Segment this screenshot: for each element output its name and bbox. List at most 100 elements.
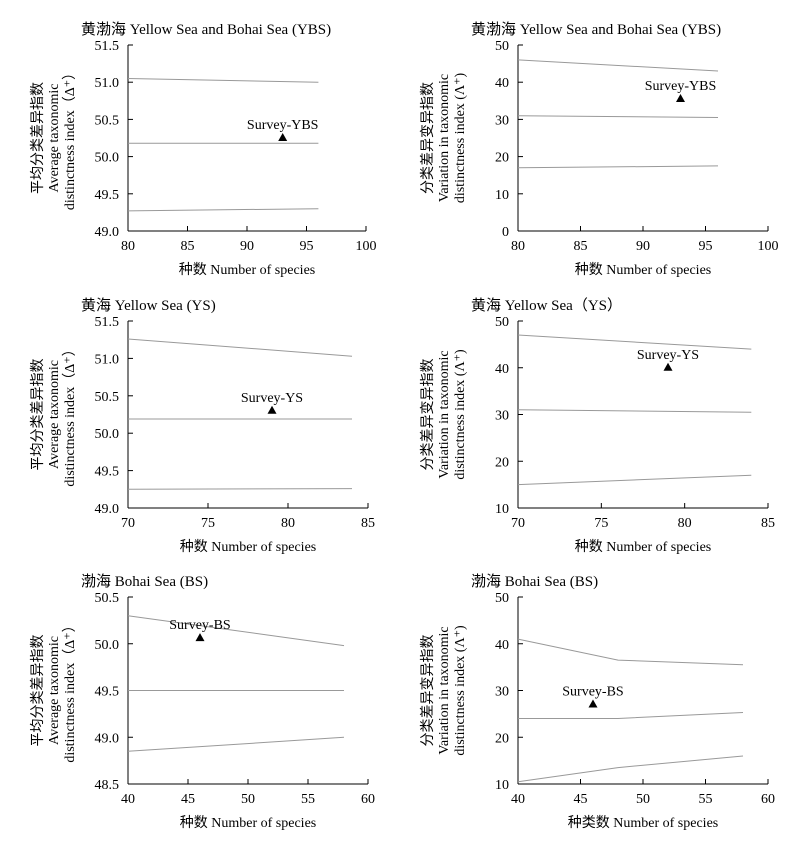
survey-label: Survey-YS (637, 348, 699, 363)
x-tick-label: 85 (361, 516, 375, 531)
series-line-1 (517, 334, 752, 350)
y-axis-title-line: Variation in taxonomic (437, 350, 452, 478)
y-tick-label: 10 (495, 502, 509, 517)
series-line-3 (127, 488, 353, 490)
y-tick-label: 49.5 (95, 685, 120, 700)
y-tick-label: 50.5 (95, 390, 120, 405)
chart-title: 黄渤海 Yellow Sea and Bohai Sea (YBS) (81, 21, 331, 38)
x-tick-label: 100 (356, 239, 377, 254)
y-tick-label: 20 (495, 151, 509, 166)
x-tick-label: 80 (678, 516, 692, 531)
series-line-1 (127, 615, 345, 647)
y-tick-label: 30 (495, 113, 509, 128)
y-tick-label: 50 (495, 315, 509, 330)
y-axis-title-line: Average taxonomic (47, 84, 62, 193)
y-tick-label: 51.0 (95, 352, 120, 367)
y-axis-title-line: 平均分类差异指数 (30, 82, 46, 194)
x-tick-label: 70 (511, 516, 525, 531)
x-tick-label: 40 (511, 792, 525, 807)
chart-panel-4: 黄海 Yellow Sea（YS） 70 75 80 85 10 20 30 40 50 种数 Nu… (420, 297, 775, 555)
y-tick-label: 49.5 (95, 465, 120, 480)
x-tick-label: 50 (241, 792, 255, 807)
survey-marker (278, 133, 288, 141)
y-tick-label: 0 (502, 225, 509, 240)
y-tick-label: 49.0 (95, 502, 120, 517)
x-tick-label: 95 (300, 239, 314, 254)
y-tick-label: 51.0 (95, 76, 120, 91)
chart-panel-1: 黄渤海 Yellow Sea and Bohai Sea (YBS) 80 85 90… (30, 21, 377, 278)
x-tick-label: 100 (758, 239, 779, 254)
y-tick-label: 40 (495, 362, 509, 377)
series-line-3 (127, 208, 319, 212)
y-axis-title-line: 分类差异变异指数 (420, 635, 436, 747)
y-tick-label: 10 (495, 778, 509, 793)
survey-marker (588, 699, 598, 708)
survey-marker (195, 633, 205, 642)
x-tick-label: 90 (240, 239, 254, 254)
y-axis-title-line: distinctness index（Δ⁺） (62, 342, 78, 486)
chart-title: 渤海 Bohai Sea (BS) (81, 573, 208, 590)
y-tick-label: 50 (495, 39, 509, 54)
series-line-2 (518, 712, 744, 719)
y-tick-label: 50.5 (95, 113, 120, 128)
series-line-2 (517, 409, 752, 413)
y-tick-label: 48.5 (95, 778, 120, 793)
series-line-2 (517, 115, 719, 118)
y-tick-label: 50.0 (95, 151, 120, 166)
series-line-3 (127, 736, 345, 752)
chart-title: 渤海 Bohai Sea (BS) (471, 573, 598, 590)
series-line-1 (127, 78, 319, 83)
series-line-3 (517, 755, 744, 783)
chart-title: 黄渤海 Yellow Sea and Bohai Sea (YBS) (471, 21, 721, 38)
series-line-1 (517, 638, 744, 666)
series-line-3 (517, 165, 719, 169)
x-tick-label: 75 (201, 516, 215, 531)
survey-marker (663, 362, 673, 371)
y-tick-label: 49.5 (95, 188, 120, 203)
y-axis-title-line: 平均分类差异指数 (30, 635, 46, 747)
y-axis-title-line: 分类差异变异指数 (420, 82, 436, 194)
y-tick-label: 40 (495, 638, 509, 653)
y-tick-label: 49.0 (95, 225, 120, 240)
x-tick-label: 85 (574, 239, 588, 254)
y-tick-label: 50.5 (95, 591, 120, 606)
y-axis-title-line: Average taxonomic (47, 360, 62, 469)
x-tick-label: 80 (121, 239, 135, 254)
y-tick-label: 20 (495, 731, 509, 746)
y-tick-label: 49.0 (95, 731, 120, 746)
survey-label: Survey-BS (562, 685, 623, 700)
x-axis-title: 种数 Number of species (575, 539, 711, 555)
y-tick-label: 30 (495, 685, 509, 700)
survey-label: Survey-YS (241, 391, 303, 406)
survey-label: Survey-YBS (645, 79, 717, 94)
x-tick-label: 95 (699, 239, 713, 254)
x-tick-label: 90 (636, 239, 650, 254)
x-axis-title: 种数 Number of species (180, 539, 316, 555)
y-axis-title-line: distinctness index（Δ⁺） (62, 618, 78, 762)
x-tick-label: 60 (761, 792, 775, 807)
y-axis-title-line: 平均分类差异指数 (30, 359, 46, 471)
y-axis-title-line: distinctness index (Λ⁺) (453, 625, 468, 756)
y-axis-title-line: distinctness index (Λ⁺) (453, 73, 468, 204)
x-tick-label: 55 (699, 792, 713, 807)
chart-panel-6: 渤海 Bohai Sea (BS) 40 45 50 55 60 10 20 30 40 50 种类数… (420, 573, 775, 831)
y-tick-label: 50.0 (95, 427, 120, 442)
x-tick-label: 40 (121, 792, 135, 807)
series-line-3 (517, 474, 752, 486)
chart-title: 黄海 Yellow Sea（YS） (471, 297, 622, 314)
x-tick-label: 55 (301, 792, 315, 807)
chart-panel-2: 黄渤海 Yellow Sea and Bohai Sea (YBS) 80 85 90… (420, 21, 779, 278)
y-axis-title-line: Variation in taxonomic (437, 74, 452, 202)
x-axis-title: 种数 Number of species (179, 262, 315, 278)
y-tick-label: 10 (495, 188, 509, 203)
x-tick-label: 80 (511, 239, 525, 254)
series-line-1 (517, 59, 719, 72)
y-tick-label: 51.5 (95, 315, 120, 330)
y-tick-label: 50 (495, 591, 509, 606)
x-tick-label: 85 (761, 516, 775, 531)
x-tick-label: 45 (574, 792, 588, 807)
series-line-1 (127, 338, 353, 357)
y-tick-label: 50.0 (95, 638, 120, 653)
y-axis-title-line: distinctness index (Λ⁺) (453, 349, 468, 480)
